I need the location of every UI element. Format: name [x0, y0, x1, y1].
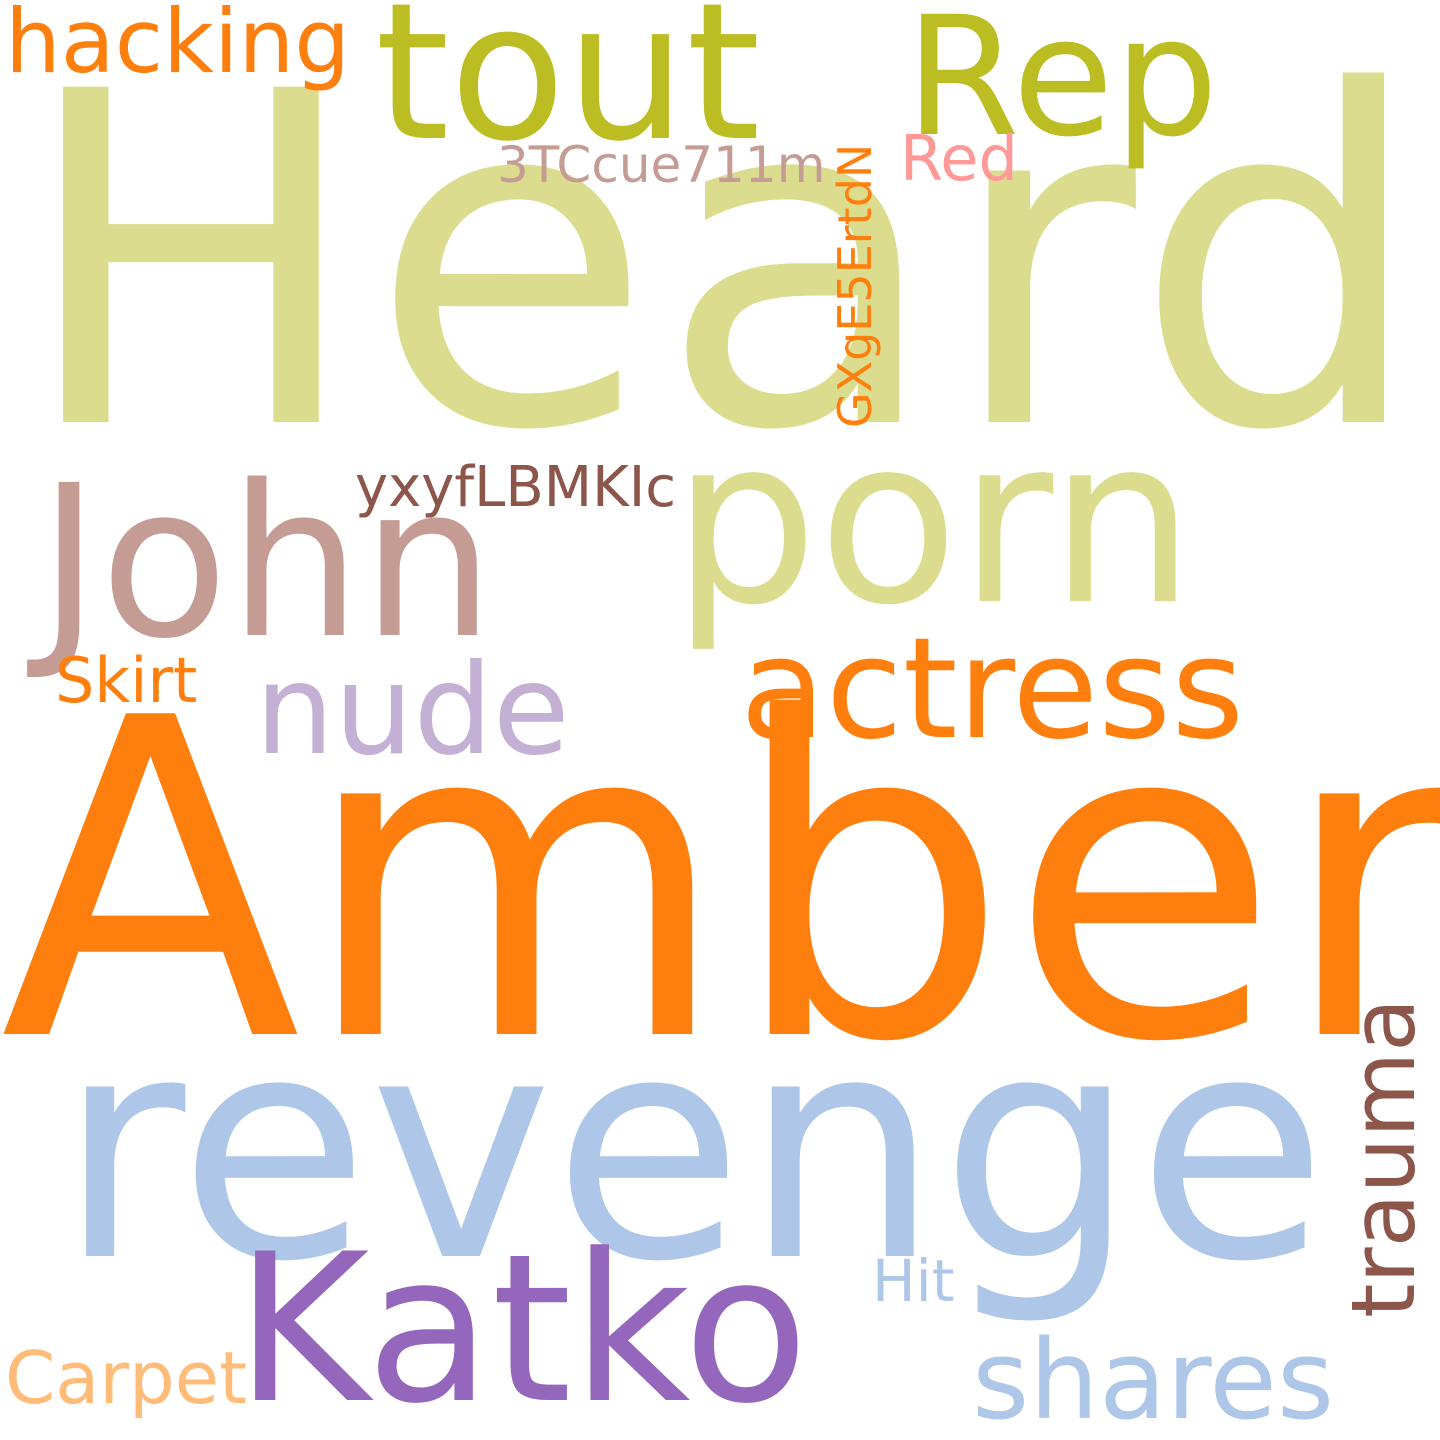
- word-hit: Hit: [872, 1247, 955, 1315]
- word-shares: shares: [972, 1316, 1335, 1440]
- word-heard: Heard: [18, 0, 1432, 531]
- word-rep: Rep: [905, 0, 1219, 173]
- word-porn: porn: [672, 389, 1196, 656]
- word-trauma: trauma: [1332, 997, 1435, 1318]
- word-tout: tout: [375, 0, 761, 183]
- word-yxyflbmkic: yxyfLBMKIc: [355, 455, 677, 520]
- word-hacking: hacking: [5, 0, 351, 93]
- word-3tccue711m: 3TCcue711m: [497, 136, 826, 194]
- word-actress: actress: [740, 608, 1245, 771]
- word-john: John: [38, 440, 495, 685]
- word-skirt: Skirt: [55, 644, 198, 717]
- word-carpet: Carpet: [5, 1336, 248, 1420]
- word-amber: Amber: [0, 626, 1440, 1138]
- word-nude: nude: [255, 638, 570, 783]
- word-gxge5ertdn: GXgE5ErtdN: [828, 143, 882, 428]
- word-katko: Katko: [235, 1211, 809, 1440]
- word-red: Red: [900, 122, 1018, 195]
- word-revenge: revenge: [58, 969, 1328, 1330]
